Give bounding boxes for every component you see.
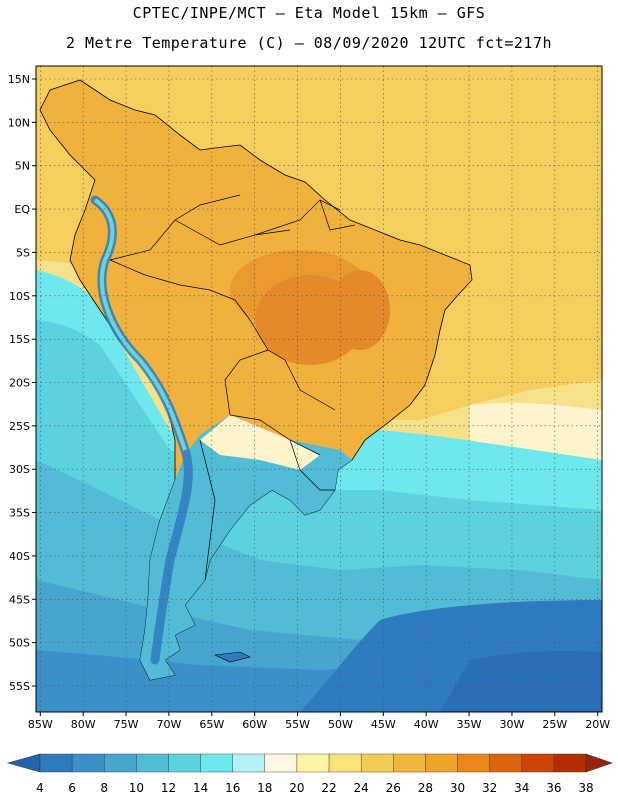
map-field bbox=[36, 66, 602, 712]
colorbar-label: 28 bbox=[418, 781, 433, 795]
colorbar-cell bbox=[296, 753, 330, 773]
colorbar-cell bbox=[168, 753, 201, 773]
falkland-islands bbox=[213, 651, 251, 663]
andes-highland bbox=[93, 198, 187, 451]
colorbar-label: 12 bbox=[161, 781, 176, 795]
colorbar-cell bbox=[457, 753, 490, 773]
transition-zone bbox=[200, 415, 320, 470]
colorbar-cell bbox=[425, 753, 458, 773]
temperature-map: 15N 10N 5N EQ 5S 10S 15S 20S 25S 30S 35S 40S 45S 50S 5… bbox=[8, 65, 610, 731]
lat-label: EQ bbox=[14, 203, 30, 216]
hot-core-east bbox=[330, 270, 390, 350]
lon-label: 25W bbox=[542, 718, 567, 731]
lon-label: 65W bbox=[199, 718, 224, 731]
colorbar-cell bbox=[264, 753, 298, 773]
map-frame bbox=[35, 65, 603, 713]
lat-label: 50S bbox=[9, 637, 30, 650]
lat-label: 15N bbox=[8, 73, 30, 86]
colorbar-label: 30 bbox=[450, 781, 465, 795]
lat-label: 10N bbox=[8, 116, 30, 129]
lon-label: 35W bbox=[457, 718, 482, 731]
lat-label: 25S bbox=[9, 420, 30, 433]
header-title: CPTEC/INPE/MCT – Eta Model 15km – GFS bbox=[132, 4, 486, 22]
lat-label: 10S bbox=[9, 290, 30, 303]
lon-label: 60W bbox=[242, 718, 267, 731]
axis-ticks bbox=[32, 78, 599, 716]
lon-label: 30W bbox=[500, 718, 525, 731]
lon-label: 55W bbox=[285, 718, 310, 731]
colorbar-cell bbox=[521, 753, 555, 773]
colorbar-cell bbox=[360, 753, 394, 773]
lon-label: 50W bbox=[328, 718, 353, 731]
colorbar-label: 6 bbox=[68, 781, 76, 795]
header-subtitle: 2 Metre Temperature (C) – 08/09/2020 12U… bbox=[65, 34, 553, 52]
colorbar-cell bbox=[328, 753, 362, 773]
lon-label: 70W bbox=[156, 718, 181, 731]
lon-label: 75W bbox=[114, 718, 139, 731]
colorbar-cell bbox=[71, 753, 105, 773]
colorbar-arrow-left bbox=[6, 753, 41, 773]
colorbar-cell bbox=[200, 753, 233, 773]
colorbar-cell bbox=[136, 753, 169, 773]
colorbar-cells bbox=[6, 753, 613, 773]
colorbar-label: 8 bbox=[100, 781, 108, 795]
colorbar-label: 24 bbox=[354, 781, 369, 795]
colorbar-cell bbox=[232, 753, 266, 773]
lat-label: 5S bbox=[16, 246, 30, 259]
colorbar-label: 10 bbox=[129, 781, 144, 795]
colorbar-label: 20 bbox=[289, 781, 304, 795]
colorbar-label: 22 bbox=[321, 781, 336, 795]
colorbar-labels: 4 6 8 10 12 14 16 18 20 22 24 26 28 30 32 34 36 38 bbox=[36, 781, 593, 795]
colorbar-cell bbox=[489, 753, 522, 773]
southern-cone-cool bbox=[140, 415, 352, 680]
lat-label: 20S bbox=[9, 376, 30, 389]
colorbar-cell bbox=[393, 753, 426, 773]
lat-label: 55S bbox=[9, 680, 30, 693]
lon-label: 45W bbox=[371, 718, 396, 731]
lat-label: 45S bbox=[9, 593, 30, 606]
colorbar-arrow-right bbox=[585, 753, 613, 773]
cold-band-4 bbox=[440, 650, 602, 712]
colorbar-label: 14 bbox=[193, 781, 208, 795]
longitude-labels: 85W 80W 75W 70W 65W 60W 55W 50W 45W 40W 35W 30W 25W 2… bbox=[28, 718, 610, 731]
lon-label: 85W bbox=[28, 718, 53, 731]
lon-label: 40W bbox=[414, 718, 439, 731]
colorbar-label: 34 bbox=[514, 781, 529, 795]
colorbar-label: 36 bbox=[546, 781, 561, 795]
colorbar-cell bbox=[553, 753, 587, 773]
lat-label: 35S bbox=[9, 507, 30, 520]
latitude-labels: 15N 10N 5N EQ 5S 10S 15S 20S 25S 30S 35S 40S 45S 50S 5… bbox=[8, 73, 31, 693]
colorbar-label: 32 bbox=[482, 781, 497, 795]
lon-label: 80W bbox=[71, 718, 96, 731]
colorbar-cell bbox=[104, 753, 137, 773]
colorbar-label: 16 bbox=[225, 781, 240, 795]
lat-label: 5N bbox=[15, 160, 30, 173]
colorbar-label: 26 bbox=[386, 781, 401, 795]
lon-label: 20W bbox=[585, 718, 610, 731]
colorbar-label: 18 bbox=[257, 781, 272, 795]
colorbar-label: 38 bbox=[578, 781, 593, 795]
colorbar-cell bbox=[39, 753, 73, 773]
colorbar: 4 6 8 10 12 14 16 18 20 22 24 26 28 30 32 34 36 38 bbox=[6, 753, 613, 795]
colorbar-label: 4 bbox=[36, 781, 44, 795]
lat-label: 40S bbox=[9, 550, 30, 563]
lat-label: 15S bbox=[9, 333, 30, 346]
lat-label: 30S bbox=[9, 463, 30, 476]
country-borders bbox=[109, 194, 356, 581]
